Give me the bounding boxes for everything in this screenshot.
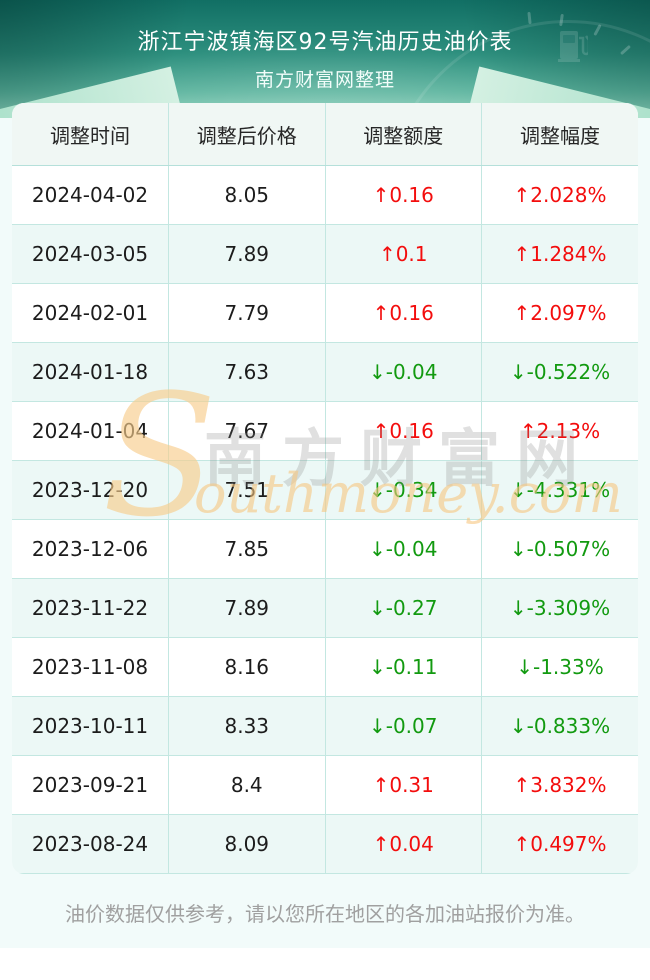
table-row: 2023-08-24 8.09 ↑0.04 ↑0.497% <box>12 814 638 874</box>
table-row: 2023-11-08 8.16 ↓-0.11 ↓-1.33% <box>12 637 638 697</box>
cell-change-pct: ↑2.028% <box>481 165 638 225</box>
price-table-card: 调整时间 调整后价格 调整额度 调整幅度 2024-04-02 8.05 ↑0.16 ↑2.… <box>12 103 638 874</box>
column-header: 调整幅度 <box>481 103 638 166</box>
price-table: 调整时间 调整后价格 调整额度 调整幅度 2024-04-02 8.05 ↑0.16 ↑2.… <box>12 103 638 874</box>
oil-price-page: 浙江宁波镇海区92号汽油历史油价表 南方财富网整理 调整时间 调整后价格 调整额度调… <box>0 0 650 948</box>
cell-change: ↓-0.04 <box>325 519 482 579</box>
cell-date: 2023-11-22 <box>12 578 169 638</box>
cell-change: ↑0.31 <box>325 755 482 815</box>
table-row: 2023-12-06 7.85 ↓-0.04 ↓-0.507% <box>12 519 638 579</box>
cell-price: 8.16 <box>168 637 326 697</box>
cell-price: 7.89 <box>168 224 326 284</box>
cell-change: ↑0.04 <box>325 814 482 874</box>
cell-date: 2023-09-21 <box>12 755 169 815</box>
cell-price: 7.67 <box>168 401 326 461</box>
cell-change-pct: ↓-0.522% <box>481 342 638 402</box>
cell-price: 7.89 <box>168 578 326 638</box>
cell-change-pct: ↑2.097% <box>481 283 638 343</box>
page-title: 浙江宁波镇海区92号汽油历史油价表 <box>137 30 513 55</box>
cell-change: ↑0.16 <box>325 165 482 225</box>
cell-change-pct: ↑2.13% <box>481 401 638 461</box>
cell-change: ↑0.16 <box>325 401 482 461</box>
cell-date: 2023-12-06 <box>12 519 169 579</box>
table-row: 2024-04-02 8.05 ↑0.16 ↑2.028% <box>12 165 638 225</box>
cell-change: ↓-0.07 <box>325 696 482 756</box>
price-table-body: 2024-04-02 8.05 ↑0.16 ↑2.028% 2024-03-05 7.89… <box>12 165 638 874</box>
table-row: 2024-01-04 7.67 ↑0.16 ↑2.13% <box>12 401 638 461</box>
cell-date: 2024-02-01 <box>12 283 169 343</box>
cell-price: 8.09 <box>168 814 326 874</box>
cell-price: 7.85 <box>168 519 326 579</box>
cell-date: 2024-01-04 <box>12 401 169 461</box>
cell-change: ↓-0.04 <box>325 342 482 402</box>
cell-price: 8.4 <box>168 755 326 815</box>
cell-price: 7.51 <box>168 460 326 520</box>
hero-header: 浙江宁波镇海区92号汽油历史油价表 南方财富网整理 <box>0 0 650 118</box>
table-row: 2024-02-01 7.79 ↑0.16 ↑2.097% <box>12 283 638 343</box>
cell-date: 2024-01-18 <box>12 342 169 402</box>
cell-change-pct: ↓-0.507% <box>481 519 638 579</box>
disclaimer-text: 油价数据仅供参考，请以您所在地区的各加油站报价为准。 <box>65 902 585 926</box>
column-header: 调整额度 <box>325 103 482 166</box>
table-header-row: 调整时间 调整后价格 调整额度 调整幅度 <box>12 103 638 166</box>
cell-date: 2024-04-02 <box>12 165 169 225</box>
cell-change: ↓-0.34 <box>325 460 482 520</box>
cell-change: ↑0.16 <box>325 283 482 343</box>
cell-change: ↓-0.11 <box>325 637 482 697</box>
cell-date: 2023-12-20 <box>12 460 169 520</box>
cell-change-pct: ↓-4.331% <box>481 460 638 520</box>
fuel-pump-icon <box>558 26 591 66</box>
table-row: 2023-10-11 8.33 ↓-0.07 ↓-0.833% <box>12 696 638 756</box>
cell-date: 2023-11-08 <box>12 637 169 697</box>
cell-price: 7.79 <box>168 283 326 343</box>
table-row: 2024-03-05 7.89 ↑0.1 ↑1.284% <box>12 224 638 284</box>
cell-price: 7.63 <box>168 342 326 402</box>
table-row: 2023-11-22 7.89 ↓-0.27 ↓-3.309% <box>12 578 638 638</box>
cell-price: 8.05 <box>168 165 326 225</box>
column-header: 调整后价格 <box>168 103 326 166</box>
table-row: 2024-01-18 7.63 ↓-0.04 ↓-0.522% <box>12 342 638 402</box>
cell-date: 2023-10-11 <box>12 696 169 756</box>
table-row: 2023-09-21 8.4 ↑0.31 ↑3.832% <box>12 755 638 815</box>
cell-price: 8.33 <box>168 696 326 756</box>
table-row: 2023-12-20 7.51 ↓-0.34 ↓-4.331% <box>12 460 638 520</box>
cell-change: ↓-0.27 <box>325 578 482 638</box>
cell-change-pct: ↑3.832% <box>481 755 638 815</box>
cell-change-pct: ↓-1.33% <box>481 637 638 697</box>
column-header: 调整时间 <box>12 103 169 166</box>
cell-change: ↑0.1 <box>325 224 482 284</box>
cell-date: 2023-08-24 <box>12 814 169 874</box>
cell-change-pct: ↑1.284% <box>481 224 638 284</box>
cell-change-pct: ↓-3.309% <box>481 578 638 638</box>
cell-date: 2024-03-05 <box>12 224 169 284</box>
cell-change-pct: ↑0.497% <box>481 814 638 874</box>
page-subtitle: 南方财富网整理 <box>254 69 395 91</box>
cell-change-pct: ↓-0.833% <box>481 696 638 756</box>
